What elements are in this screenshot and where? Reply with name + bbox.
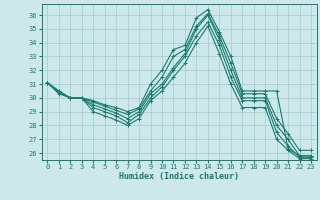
X-axis label: Humidex (Indice chaleur): Humidex (Indice chaleur) [119,172,239,181]
